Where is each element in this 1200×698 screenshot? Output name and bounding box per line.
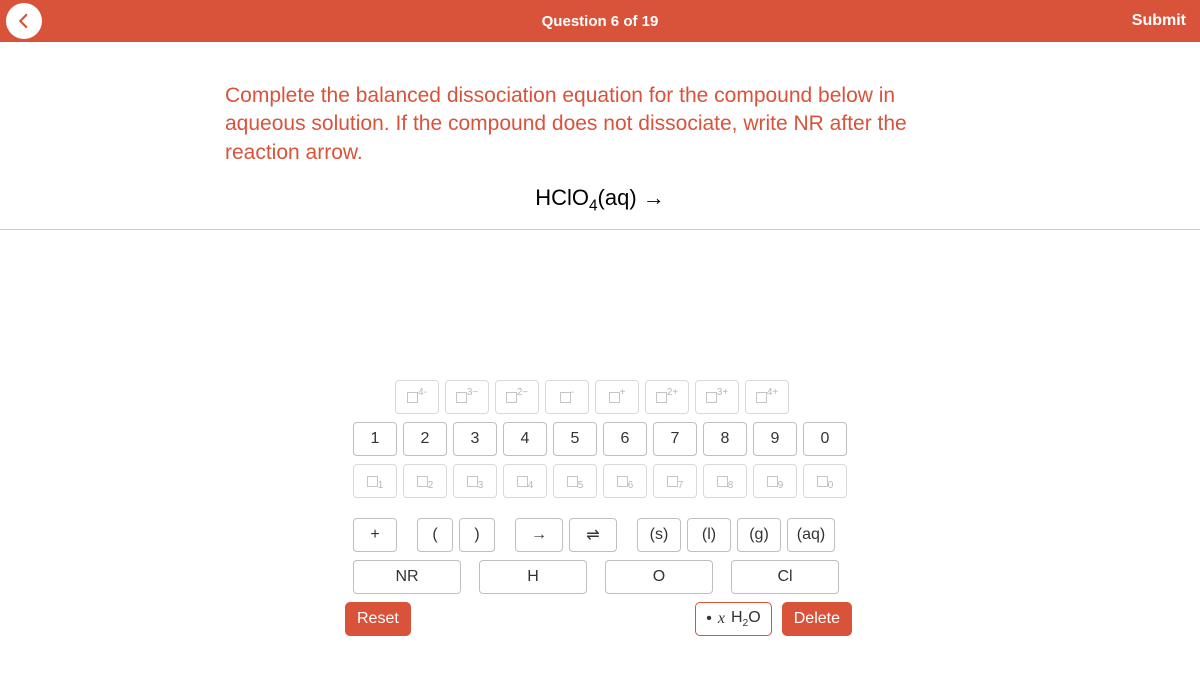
key-charge-3plus[interactable]: 3+ — [695, 380, 739, 414]
key-close-paren[interactable]: ) — [459, 518, 495, 552]
water-dot: • — [706, 610, 712, 628]
key-digit-5[interactable]: 5 — [553, 422, 597, 456]
row-digits: 1 2 3 4 5 6 7 8 9 0 — [345, 422, 870, 456]
equation-display: HClO4(aq) → — [225, 185, 975, 215]
key-digit-1[interactable]: 1 — [353, 422, 397, 456]
key-digit-8[interactable]: 8 — [703, 422, 747, 456]
key-charge-4plus[interactable]: 4+ — [745, 380, 789, 414]
row-elements: NR H O Cl — [345, 560, 870, 594]
row-actions: Reset • x H2O Delete — [345, 602, 870, 636]
key-digit-9[interactable]: 9 — [753, 422, 797, 456]
row-subscripts: 1 2 3 4 5 6 7 8 9 0 — [345, 464, 870, 498]
key-charge-3minus[interactable]: 3− — [445, 380, 489, 414]
key-nr[interactable]: NR — [353, 560, 461, 594]
key-sub-9[interactable]: 9 — [753, 464, 797, 498]
key-sub-5[interactable]: 5 — [553, 464, 597, 498]
key-sub-6[interactable]: 6 — [603, 464, 647, 498]
key-sub-3[interactable]: 3 — [453, 464, 497, 498]
key-digit-3[interactable]: 3 — [453, 422, 497, 456]
key-digit-2[interactable]: 2 — [403, 422, 447, 456]
row-charges: 4- 3− 2− - + 2+ 3+ 4+ — [345, 380, 870, 414]
key-sub-1[interactable]: 1 — [353, 464, 397, 498]
key-arrow[interactable]: → — [515, 518, 563, 552]
delete-button[interactable]: Delete — [782, 602, 852, 636]
question-prompt: Complete the balanced dissociation equat… — [225, 82, 975, 167]
key-open-paren[interactable]: ( — [417, 518, 453, 552]
key-o[interactable]: O — [605, 560, 713, 594]
key-sub-7[interactable]: 7 — [653, 464, 697, 498]
key-state-l[interactable]: (l) — [687, 518, 731, 552]
key-equilibrium[interactable]: ⇌ — [569, 518, 617, 552]
submit-button[interactable]: Submit — [1132, 0, 1186, 42]
question-block: Complete the balanced dissociation equat… — [220, 82, 980, 215]
key-digit-4[interactable]: 4 — [503, 422, 547, 456]
key-state-aq[interactable]: (aq) — [787, 518, 835, 552]
key-charge-4minus[interactable]: 4- — [395, 380, 439, 414]
key-digit-7[interactable]: 7 — [653, 422, 697, 456]
key-h[interactable]: H — [479, 560, 587, 594]
key-digit-6[interactable]: 6 — [603, 422, 647, 456]
key-water[interactable]: • x H2O — [695, 602, 772, 636]
content-area: Complete the balanced dissociation equat… — [0, 82, 1200, 230]
row-spacer — [345, 506, 870, 518]
key-sub-0[interactable]: 0 — [803, 464, 847, 498]
key-sub-8[interactable]: 8 — [703, 464, 747, 498]
key-plus[interactable]: + — [353, 518, 397, 552]
topbar: Question 6 of 19 Submit — [0, 0, 1200, 42]
key-state-s[interactable]: (s) — [637, 518, 681, 552]
key-sub-2[interactable]: 2 — [403, 464, 447, 498]
chevron-left-icon — [15, 12, 33, 30]
reset-button[interactable]: Reset — [345, 602, 411, 636]
key-state-g[interactable]: (g) — [737, 518, 781, 552]
back-button[interactable] — [6, 3, 42, 39]
key-charge-2minus[interactable]: 2− — [495, 380, 539, 414]
row-symbols: + ( ) → ⇌ (s) (l) (g) (aq) — [345, 518, 870, 552]
key-cl[interactable]: Cl — [731, 560, 839, 594]
key-sub-4[interactable]: 4 — [503, 464, 547, 498]
question-counter: Question 6 of 19 — [0, 13, 1200, 30]
keypad: 4- 3− 2− - + 2+ 3+ 4+ 1 2 3 4 5 6 7 8 9 … — [345, 380, 870, 644]
key-digit-0[interactable]: 0 — [803, 422, 847, 456]
key-charge-2plus[interactable]: 2+ — [645, 380, 689, 414]
divider — [0, 229, 1200, 230]
water-x: x — [718, 610, 725, 628]
key-charge-plus[interactable]: + — [595, 380, 639, 414]
key-charge-minus[interactable]: - — [545, 380, 589, 414]
water-h2o: H2O — [731, 609, 761, 629]
